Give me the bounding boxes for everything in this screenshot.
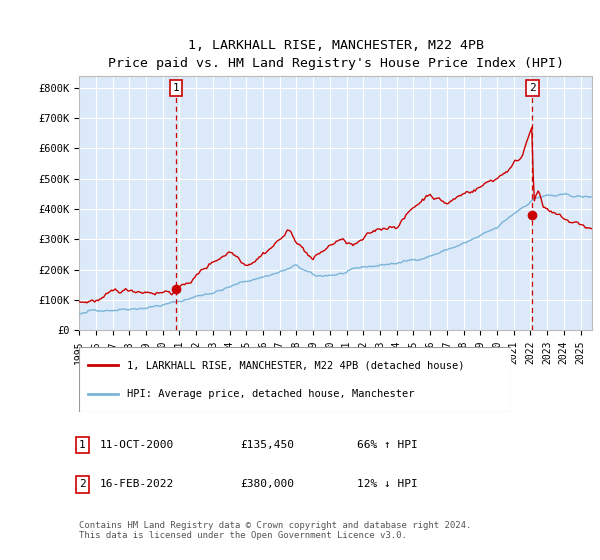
Text: 2: 2 — [529, 83, 536, 93]
Text: 2: 2 — [79, 479, 86, 489]
Text: 16-FEB-2022: 16-FEB-2022 — [100, 479, 175, 489]
FancyBboxPatch shape — [79, 347, 511, 412]
Text: Contains HM Land Registry data © Crown copyright and database right 2024.
This d: Contains HM Land Registry data © Crown c… — [79, 521, 472, 540]
Text: £380,000: £380,000 — [240, 479, 294, 489]
Text: 66% ↑ HPI: 66% ↑ HPI — [357, 440, 418, 450]
Text: 11-OCT-2000: 11-OCT-2000 — [100, 440, 175, 450]
Text: 1, LARKHALL RISE, MANCHESTER, M22 4PB (detached house): 1, LARKHALL RISE, MANCHESTER, M22 4PB (d… — [127, 360, 464, 370]
Text: £135,450: £135,450 — [240, 440, 294, 450]
Title: 1, LARKHALL RISE, MANCHESTER, M22 4PB
Price paid vs. HM Land Registry's House Pr: 1, LARKHALL RISE, MANCHESTER, M22 4PB Pr… — [108, 39, 564, 70]
Text: HPI: Average price, detached house, Manchester: HPI: Average price, detached house, Manc… — [127, 389, 414, 399]
Text: 1: 1 — [172, 83, 179, 93]
Text: 1: 1 — [79, 440, 86, 450]
Text: 12% ↓ HPI: 12% ↓ HPI — [357, 479, 418, 489]
